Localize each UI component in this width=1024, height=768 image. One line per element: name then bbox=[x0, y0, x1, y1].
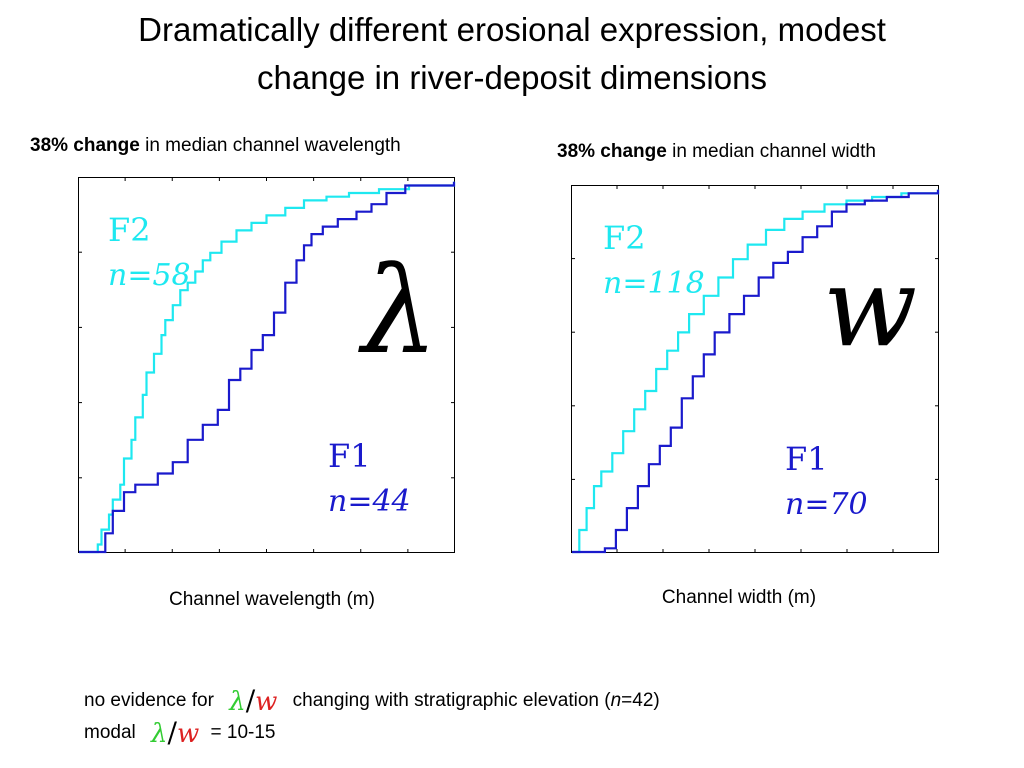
right-caption-bold: 38% change bbox=[557, 141, 667, 162]
series-count-f2: n=118 bbox=[603, 266, 705, 301]
slide-title: Dramatically different erosional express… bbox=[0, 6, 1024, 102]
modal-w-symbol: w bbox=[176, 719, 200, 749]
lambda-over-w-ratio: λ/w bbox=[229, 684, 278, 717]
footer-line1-end: =42) bbox=[621, 690, 660, 711]
footer-line1-pre: no evidence for bbox=[84, 690, 214, 711]
series-line-f2 bbox=[572, 189, 940, 554]
w-symbol: w bbox=[255, 687, 278, 717]
slide-title-line2: change in river-deposit dimensions bbox=[257, 59, 767, 96]
big-symbol: λ bbox=[358, 242, 438, 381]
slide-title-line1: Dramatically different erosional express… bbox=[138, 11, 886, 48]
footer-line2-pre: modal bbox=[84, 722, 136, 743]
footer-line1: no evidence for λ/w changing with strati… bbox=[84, 684, 660, 717]
left-chart-caption: 38% change in median channel wavelength bbox=[30, 135, 401, 157]
wavelength-cdf-svg: F2 n=58 F1 n=44 λ bbox=[78, 177, 456, 554]
wavelength-cdf-chart: F2 n=58 F1 n=44 λ bbox=[78, 177, 456, 554]
right-caption-rest: in median channel width bbox=[666, 141, 876, 162]
modal-lambda-symbol: λ bbox=[151, 719, 168, 749]
left-caption-bold: 38% change bbox=[30, 135, 140, 156]
width-cdf-chart: F2 n=118 F1 n=70 w bbox=[571, 185, 940, 554]
series-label-f2: F2 bbox=[603, 219, 646, 257]
series-line-f1 bbox=[572, 189, 940, 554]
footer-n-italic: n bbox=[610, 690, 622, 711]
footer-line2: modal λ/w = 10-15 bbox=[84, 716, 275, 749]
series-label-f1: F1 bbox=[785, 440, 828, 478]
series-label-f2: F2 bbox=[108, 211, 151, 249]
big-symbol: w bbox=[823, 243, 917, 371]
width-x-axis-label: Channel width (m) bbox=[661, 587, 817, 608]
width-cdf-svg: F2 n=118 F1 n=70 w bbox=[571, 185, 940, 554]
series-count-f2: n=58 bbox=[108, 258, 191, 293]
right-chart-caption: 38% change in median channel width bbox=[557, 141, 876, 163]
wavelength-x-axis-label: Channel wavelength (m) bbox=[169, 589, 375, 610]
series-label-f1: F1 bbox=[328, 437, 371, 475]
left-caption-rest: in median channel wavelength bbox=[139, 135, 401, 156]
ratio-slash: / bbox=[245, 684, 256, 717]
series-count-f1: n=44 bbox=[328, 484, 411, 519]
modal-lambda-over-w-ratio: λ/w bbox=[151, 716, 200, 749]
lambda-symbol: λ bbox=[229, 687, 246, 717]
footer-line2-post: = 10-15 bbox=[210, 722, 276, 743]
series-count-f1: n=70 bbox=[785, 487, 868, 522]
modal-ratio-slash: / bbox=[167, 716, 177, 749]
footer-line1-post: changing with stratigraphic elevation ( bbox=[292, 690, 611, 711]
series-line-f1 bbox=[79, 181, 456, 554]
series-line-f2 bbox=[79, 181, 456, 554]
